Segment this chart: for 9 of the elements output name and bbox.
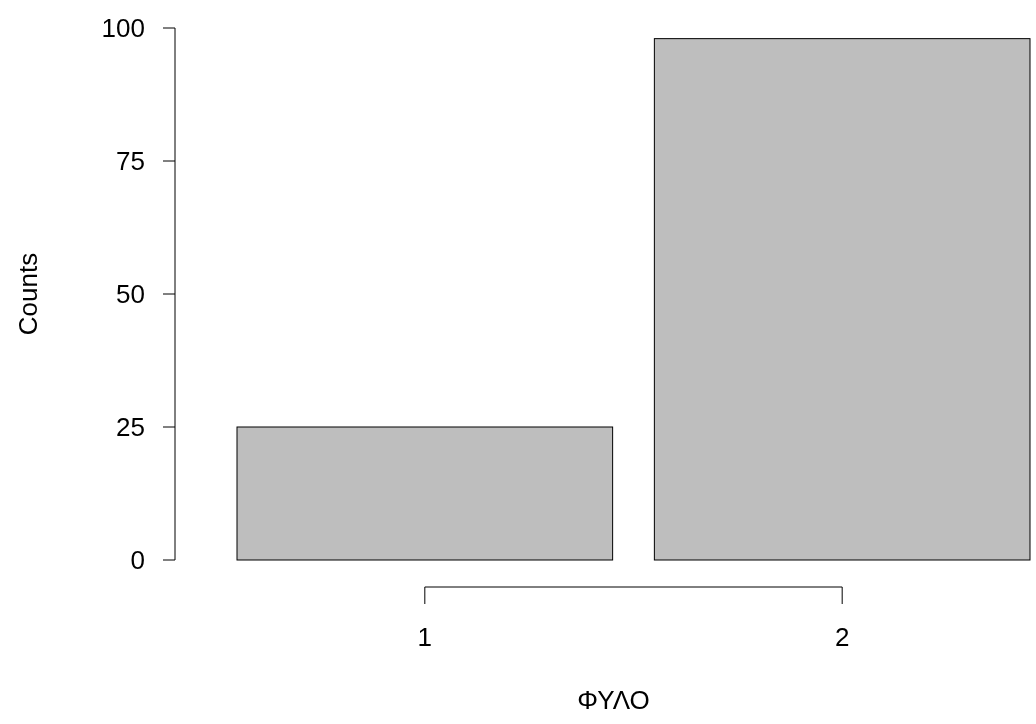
y-tick-label: 100 <box>101 13 145 44</box>
y-tick-label: 75 <box>116 146 145 177</box>
y-tick-label: 0 <box>130 545 145 576</box>
x-tick-label: 2 <box>834 622 850 653</box>
y-axis-title: Counts <box>13 252 44 336</box>
x-tick-label: 1 <box>417 622 433 653</box>
y-tick-label: 25 <box>116 412 145 443</box>
y-tick-label: 50 <box>116 279 145 310</box>
x-axis-title: ΦΥΛΟ <box>577 685 650 716</box>
